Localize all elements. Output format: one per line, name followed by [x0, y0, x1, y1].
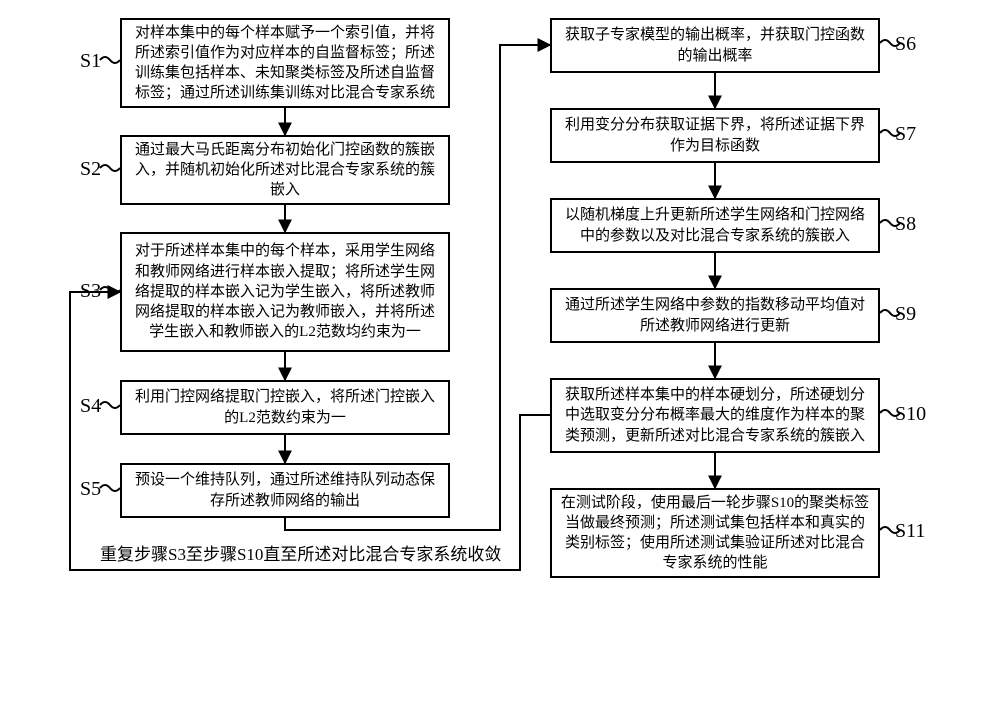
label-s10: S10 — [895, 403, 926, 426]
step-s3-text: 对于所述样本集中的每个样本，采用学生网络和教师网络进行样本嵌入提取；将所述学生网… — [130, 241, 440, 342]
label-s9: S9 — [895, 303, 916, 326]
label-s7: S7 — [895, 123, 916, 146]
label-s5: S5 — [80, 478, 101, 501]
label-s11: S11 — [895, 520, 925, 543]
step-s5-box: 预设一个维持队列，通过所述维持队列动态保存所述教师网络的输出 — [120, 463, 450, 518]
step-s11-text: 在测试阶段，使用最后一轮步骤S10的聚类标签当做最终预测；所述测试集包括样本和真… — [560, 493, 870, 574]
label-s1: S1 — [80, 50, 101, 73]
step-s6-box: 获取子专家模型的输出概率，并获取门控函数的输出概率 — [550, 18, 880, 73]
label-s6: S6 — [895, 33, 916, 56]
repeat-note: 重复步骤S3至步骤S10直至所述对比混合专家系统收敛 — [100, 540, 501, 565]
step-s1-box: 对样本集中的每个样本赋予一个索引值，并将所述索引值作为对应样本的自监督标签；所述… — [120, 18, 450, 108]
step-s3-box: 对于所述样本集中的每个样本，采用学生网络和教师网络进行样本嵌入提取；将所述学生网… — [120, 232, 450, 352]
step-s6-text: 获取子专家模型的输出概率，并获取门控函数的输出概率 — [560, 25, 870, 66]
step-s2-text: 通过最大马氏距离分布初始化门控函数的簇嵌入，并随机初始化所述对比混合专家系统的簇… — [130, 140, 440, 201]
step-s8-text: 以随机梯度上升更新所述学生网络和门控网络中的参数以及对比混合专家系统的簇嵌入 — [560, 205, 870, 246]
step-s7-text: 利用变分分布获取证据下界，将所述证据下界作为目标函数 — [560, 115, 870, 156]
step-s5-text: 预设一个维持队列，通过所述维持队列动态保存所述教师网络的输出 — [130, 470, 440, 511]
label-s2: S2 — [80, 158, 101, 181]
step-s4-box: 利用门控网络提取门控嵌入，将所述门控嵌入的L2范数约束为一 — [120, 380, 450, 435]
step-s9-box: 通过所述学生网络中参数的指数移动平均值对所述教师网络进行更新 — [550, 288, 880, 343]
step-s11-box: 在测试阶段，使用最后一轮步骤S10的聚类标签当做最终预测；所述测试集包括样本和真… — [550, 488, 880, 578]
step-s7-box: 利用变分分布获取证据下界，将所述证据下界作为目标函数 — [550, 108, 880, 163]
label-s3: S3 — [80, 280, 101, 303]
step-s4-text: 利用门控网络提取门控嵌入，将所述门控嵌入的L2范数约束为一 — [130, 387, 440, 428]
flowchart-canvas: 对样本集中的每个样本赋予一个索引值，并将所述索引值作为对应样本的自监督标签；所述… — [0, 0, 1000, 701]
step-s8-box: 以随机梯度上升更新所述学生网络和门控网络中的参数以及对比混合专家系统的簇嵌入 — [550, 198, 880, 253]
step-s9-text: 通过所述学生网络中参数的指数移动平均值对所述教师网络进行更新 — [560, 295, 870, 336]
step-s1-text: 对样本集中的每个样本赋予一个索引值，并将所述索引值作为对应样本的自监督标签；所述… — [130, 23, 440, 104]
label-s4: S4 — [80, 395, 101, 418]
step-s2-box: 通过最大马氏距离分布初始化门控函数的簇嵌入，并随机初始化所述对比混合专家系统的簇… — [120, 135, 450, 205]
step-s10-box: 获取所述样本集中的样本硬划分，所述硬划分中选取变分分布概率最大的维度作为样本的聚… — [550, 378, 880, 453]
label-s8: S8 — [895, 213, 916, 236]
step-s10-text: 获取所述样本集中的样本硬划分，所述硬划分中选取变分分布概率最大的维度作为样本的聚… — [560, 385, 870, 446]
